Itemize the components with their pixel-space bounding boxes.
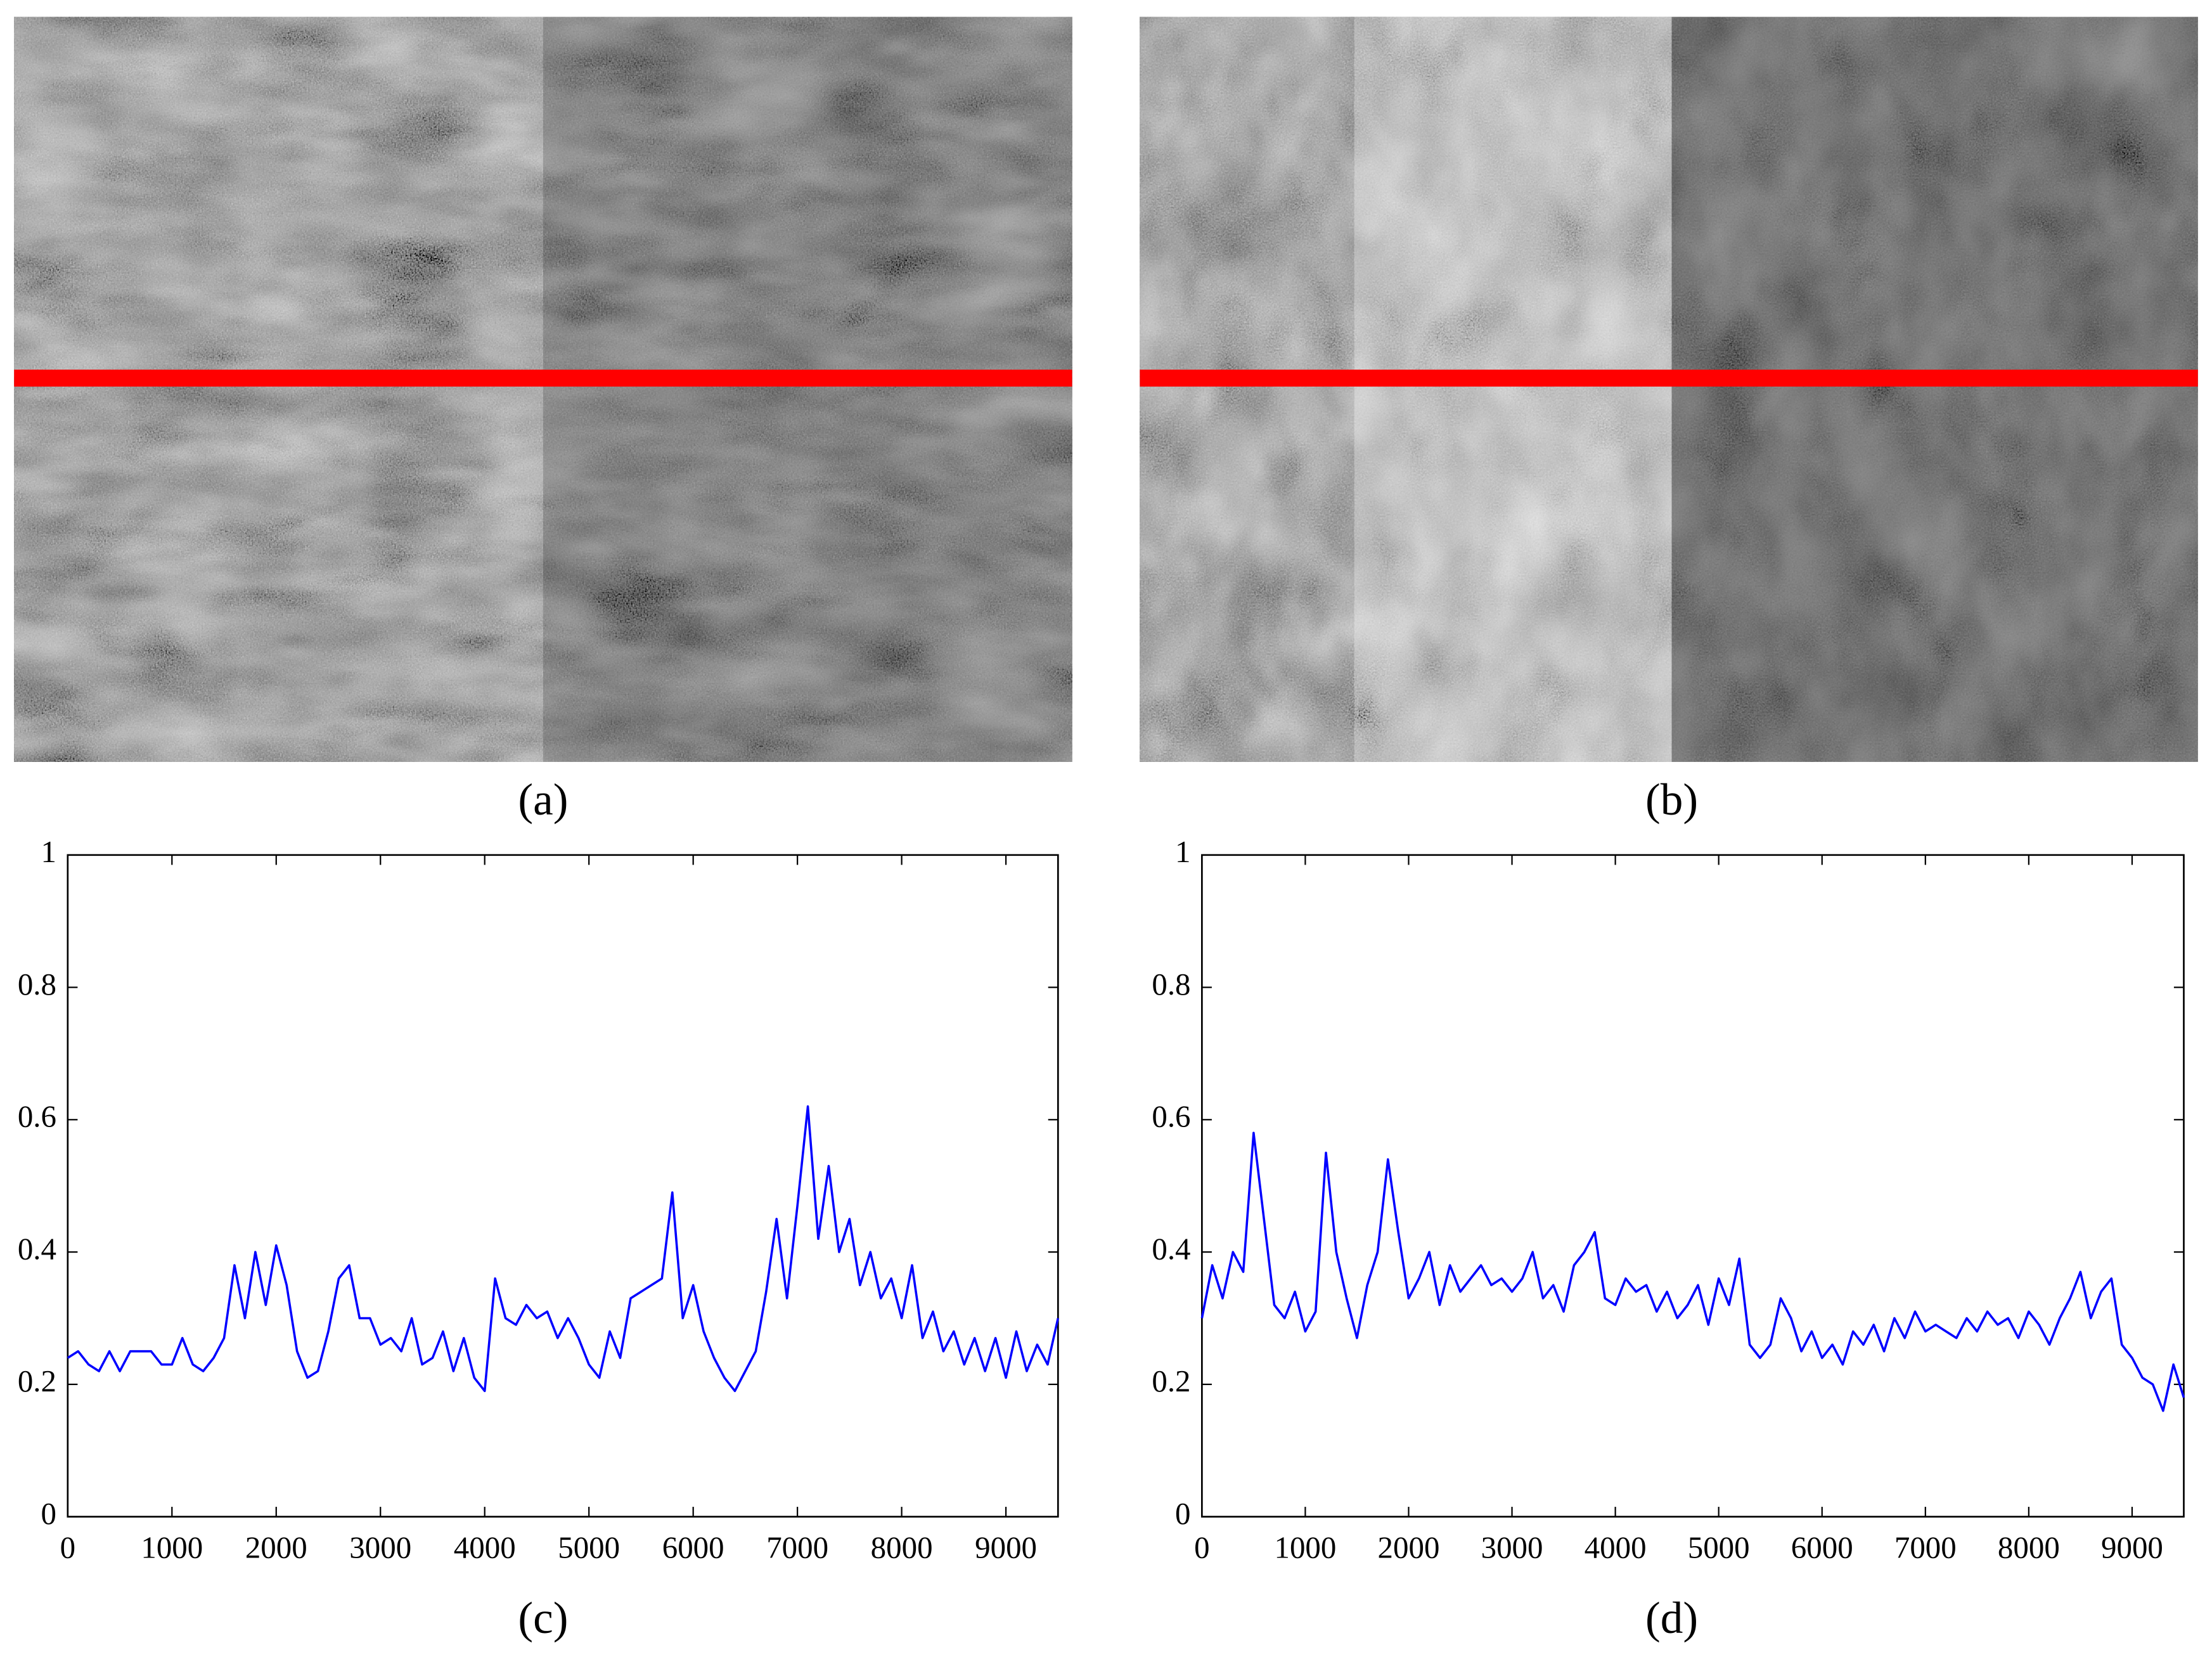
x-tick-label: 1000 xyxy=(141,1530,203,1564)
x-tick-label: 2000 xyxy=(1378,1530,1440,1564)
sonar-image-a xyxy=(14,16,1072,762)
plot-area xyxy=(67,854,1059,1518)
y-tick-label: 0.8 xyxy=(18,967,56,1002)
scan-line xyxy=(14,370,1072,387)
x-tick-label: 1000 xyxy=(1274,1530,1336,1564)
sonar-image-b xyxy=(1140,16,2198,762)
x-tick-label: 7000 xyxy=(1894,1530,1957,1564)
image xyxy=(1140,16,2198,762)
x-tick-label: 9000 xyxy=(975,1530,1037,1564)
x-tick-label: 5000 xyxy=(558,1530,620,1564)
x-tick-label: 8000 xyxy=(1998,1530,2060,1564)
data-line xyxy=(67,1105,1060,1393)
x-tick-label: 4000 xyxy=(454,1530,516,1564)
image-shade xyxy=(1671,16,2198,762)
y-tick-label: 0.8 xyxy=(1152,967,1190,1002)
y-tick-label: 0.6 xyxy=(1152,1099,1190,1134)
panel-caption: (b) xyxy=(1645,775,1698,825)
y-tick-label: 0.6 xyxy=(18,1099,56,1134)
plot-area xyxy=(1201,854,2185,1518)
y-tick-label: 0.2 xyxy=(18,1364,56,1398)
panel-caption: (a) xyxy=(518,775,568,825)
x-tick-label: 0 xyxy=(1194,1530,1209,1564)
x-tick-label: 5000 xyxy=(1688,1530,1750,1564)
y-tick-label: 0 xyxy=(1175,1496,1190,1531)
scan-line xyxy=(1140,370,2198,387)
y-tick-label: 1 xyxy=(1175,834,1190,869)
image-shade xyxy=(543,16,1072,762)
panel-caption: (d) xyxy=(1645,1594,1698,1643)
line-chart: 0 1000 2000 3000 4000 5000 6000 7000 8000 9000 0 0.… xyxy=(18,834,1060,1643)
panel-caption: (c) xyxy=(518,1594,568,1643)
y-tick-label: 0 xyxy=(41,1496,56,1531)
x-tick-label: 3000 xyxy=(1481,1530,1543,1564)
x-tick-label: 4000 xyxy=(1585,1530,1647,1564)
y-tick-label: 0.4 xyxy=(18,1231,56,1266)
x-tick-label: 9000 xyxy=(2101,1530,2163,1564)
y-tick-label: 0.2 xyxy=(1152,1364,1190,1398)
x-tick-label: 7000 xyxy=(766,1530,828,1564)
y-tick-label: 0.4 xyxy=(1152,1231,1190,1266)
image xyxy=(14,16,1072,762)
line-chart: 0 1000 2000 3000 4000 5000 6000 7000 8000 9000 0 0.… xyxy=(1152,834,2185,1643)
x-tick-label: 6000 xyxy=(662,1530,724,1564)
y-tick-label: 1 xyxy=(41,834,56,869)
x-tick-label: 3000 xyxy=(349,1530,411,1564)
image-highlight xyxy=(1354,16,1672,762)
x-tick-label: 8000 xyxy=(871,1530,933,1564)
x-tick-label: 0 xyxy=(60,1530,75,1564)
data-line xyxy=(1200,1132,2185,1412)
x-tick-label: 6000 xyxy=(1791,1530,1853,1564)
x-tick-label: 2000 xyxy=(245,1530,307,1564)
